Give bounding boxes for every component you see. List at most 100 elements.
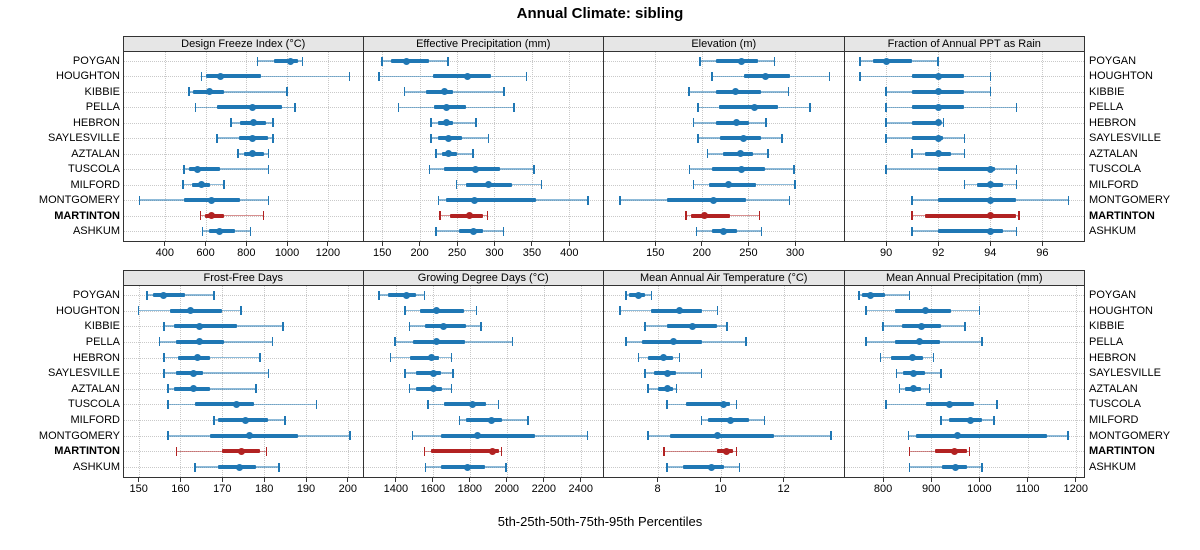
x-tick-label: 1800 — [457, 483, 483, 495]
grid-line-horizontal — [124, 61, 363, 62]
x-tick-label: 1600 — [420, 483, 446, 495]
whisker-cap — [450, 384, 453, 394]
site-label-left-tuscola: TUSCOLA — [68, 163, 120, 176]
whisker-cap — [315, 399, 318, 409]
strip-title: Elevation (m) — [691, 38, 757, 50]
grid-line-vertical — [1042, 52, 1044, 241]
x-tick-label: 1000 — [274, 247, 300, 259]
strip-growing-degree-days-c: Growing Degree Days (°C) — [362, 270, 604, 286]
whisker-line — [184, 168, 269, 170]
median-dot — [246, 432, 254, 440]
x-tick-label: 150 — [646, 247, 665, 259]
whisker-cap — [475, 306, 478, 316]
grid-line-vertical — [720, 286, 722, 477]
whisker-cap — [650, 290, 653, 300]
x-tick-mark — [179, 478, 181, 482]
x-tick-label: 200 — [692, 247, 712, 259]
site-label-left-saylesville: SAYLESVILLE — [48, 132, 120, 145]
whisker-cap — [182, 180, 184, 190]
iqr-bar — [445, 198, 537, 203]
whisker-cap — [968, 446, 971, 456]
x-tick-label: 250 — [739, 247, 758, 259]
whisker-cap — [486, 211, 489, 221]
iqr-bar — [690, 213, 730, 218]
median-dot — [464, 72, 472, 80]
grid-line-horizontal — [363, 295, 603, 296]
median-dot — [241, 416, 249, 424]
x-tick-label: 1200 — [315, 247, 341, 259]
whisker-cap — [278, 462, 280, 472]
whisker-cap — [885, 164, 887, 174]
iqr-bar — [938, 198, 1017, 203]
x-tick-mark — [327, 242, 329, 246]
median-dot — [443, 103, 451, 111]
grid-line-vertical — [569, 52, 571, 241]
median-dot — [934, 103, 942, 111]
iqr-bar — [685, 402, 731, 407]
whisker-cap — [644, 321, 646, 331]
x-tick-label: 400 — [560, 247, 579, 259]
grid-line-horizontal — [604, 310, 844, 312]
iqr-bar — [209, 433, 298, 438]
iqr-bar — [890, 355, 923, 360]
grid-line-vertical — [655, 52, 657, 241]
median-dot — [882, 57, 890, 65]
site-label-right-kibbie: KIBBIE — [1089, 320, 1125, 333]
iqr-bar — [431, 449, 499, 454]
median-dot — [187, 307, 195, 315]
whisker-cap — [666, 462, 668, 472]
whisker-cap — [513, 102, 515, 112]
whisker-cap — [882, 321, 884, 331]
grid-line-vertical — [264, 286, 266, 477]
whisker-cap — [500, 446, 503, 456]
grid-line-horizontal — [124, 295, 363, 296]
site-label-left-poygan: POYGAN — [72, 55, 120, 67]
whisker-line — [167, 388, 256, 390]
median-dot — [433, 338, 441, 346]
x-tick-label: 1000 — [967, 483, 992, 495]
whisker-cap — [793, 164, 795, 174]
whisker-cap — [527, 415, 529, 425]
grid-line-vertical — [1027, 286, 1029, 477]
whisker-cap — [267, 368, 270, 378]
site-label-right-saylesville: SAYLESVILLE — [1089, 367, 1161, 380]
median-dot — [464, 463, 472, 471]
whisker-cap — [175, 446, 178, 456]
whisker-cap — [452, 368, 454, 378]
whisker-cap — [692, 118, 695, 128]
grid-line-vertical — [543, 286, 545, 477]
grid-line-vertical — [938, 52, 940, 241]
whisker-cap — [163, 368, 165, 378]
median-dot — [910, 385, 918, 393]
median-dot — [720, 400, 728, 408]
whisker-cap — [989, 87, 992, 97]
x-tick-mark — [701, 242, 703, 246]
site-label-left-pella: PELLA — [85, 101, 120, 114]
chart-title: Annual Climate: sibling — [516, 5, 684, 22]
median-dot — [660, 354, 668, 362]
whisker-cap — [865, 337, 867, 347]
whisker-cap — [503, 87, 505, 97]
whisker-cap — [773, 56, 776, 66]
x-tick-mark — [783, 478, 785, 482]
whisker-line — [189, 91, 288, 93]
whisker-cap — [647, 431, 649, 441]
site-label-left-montgomery: MONTGOMERY — [38, 429, 120, 442]
median-dot — [934, 88, 942, 96]
panel-mean-annual-air-temperature-c — [603, 286, 845, 478]
iqr-bar — [174, 324, 237, 329]
median-dot — [217, 72, 225, 80]
median-dot — [440, 88, 448, 96]
whisker-cap — [692, 180, 695, 190]
whisker-cap — [735, 446, 738, 456]
whisker-cap — [735, 399, 738, 409]
whisker-line — [404, 91, 505, 93]
site-label-left-martinton: MARTINTON — [54, 209, 120, 222]
whisker-cap — [255, 384, 257, 394]
iqr-bar — [419, 308, 465, 313]
median-dot — [189, 385, 197, 393]
x-tick-label: 170 — [213, 483, 232, 495]
x-tick-label: 1400 — [383, 483, 409, 495]
median-dot — [738, 57, 746, 65]
grid-line-vertical — [1075, 286, 1077, 477]
